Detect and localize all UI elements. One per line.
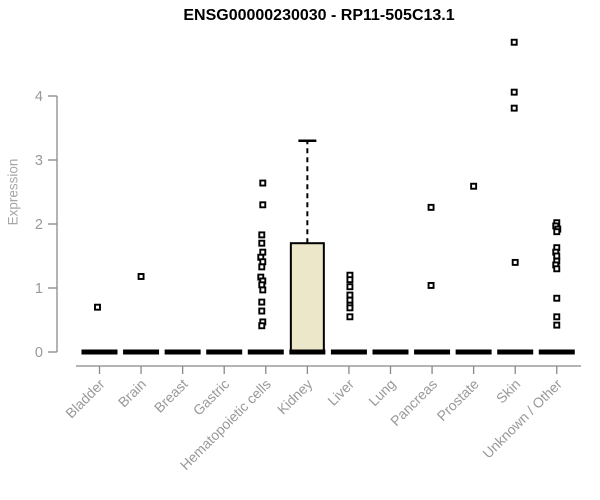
median-bar-prostate bbox=[455, 349, 492, 355]
x-tick-label-lung: Lung bbox=[365, 376, 398, 409]
data-point[interactable] bbox=[259, 286, 267, 294]
data-point[interactable] bbox=[346, 304, 354, 312]
x-tick-label-bladder: Bladder bbox=[62, 376, 108, 422]
y-tick-label: 0 bbox=[35, 345, 43, 361]
median-bar-brain bbox=[123, 349, 160, 355]
x-tick-label-skin: Skin bbox=[493, 376, 524, 407]
data-point[interactable] bbox=[137, 273, 145, 280]
data-point[interactable] bbox=[346, 313, 354, 321]
x-tick-label-kidney: Kidney bbox=[274, 376, 316, 418]
data-point[interactable] bbox=[553, 265, 561, 273]
data-point[interactable] bbox=[553, 321, 561, 329]
median-bar-lung bbox=[372, 349, 409, 355]
data-point[interactable] bbox=[258, 322, 266, 330]
median-bar-unknown-other bbox=[538, 349, 575, 355]
y-tick-label: 4 bbox=[35, 89, 43, 105]
median-bar-liver bbox=[330, 349, 367, 355]
data-point[interactable] bbox=[258, 307, 266, 315]
median-bar-skin bbox=[497, 349, 534, 355]
x-tick-label-prostate: Prostate bbox=[434, 376, 482, 424]
data-point[interactable] bbox=[259, 179, 267, 187]
x-tick-label-breast: Breast bbox=[151, 376, 191, 416]
y-tick-label: 1 bbox=[35, 281, 43, 297]
x-tick-label-unknown-other: Unknown / Other bbox=[479, 376, 565, 462]
data-point[interactable] bbox=[553, 294, 561, 302]
data-point[interactable] bbox=[258, 239, 266, 247]
data-point[interactable] bbox=[346, 276, 354, 284]
data-point[interactable] bbox=[258, 263, 266, 271]
median-bar-bladder bbox=[81, 349, 118, 355]
data-point[interactable] bbox=[511, 258, 519, 266]
data-point[interactable] bbox=[510, 104, 518, 112]
data-point[interactable] bbox=[258, 231, 266, 239]
median-bar-hematopoietic-cells bbox=[247, 349, 284, 355]
data-point[interactable] bbox=[553, 228, 561, 236]
data-point[interactable] bbox=[346, 283, 354, 291]
median-bar-pancreas bbox=[414, 349, 451, 355]
x-tick-label-brain: Brain bbox=[115, 376, 149, 410]
median-bar-breast bbox=[164, 349, 201, 355]
y-tick-label: 2 bbox=[35, 217, 43, 233]
data-point[interactable] bbox=[553, 313, 561, 321]
data-point[interactable] bbox=[427, 281, 435, 289]
median-bar-gastric bbox=[206, 349, 243, 355]
y-tick-label: 3 bbox=[35, 153, 43, 169]
data-point[interactable] bbox=[94, 303, 101, 311]
median-bar-kidney bbox=[289, 349, 326, 355]
data-point[interactable] bbox=[510, 88, 518, 96]
data-point[interactable] bbox=[259, 201, 267, 209]
data-point[interactable] bbox=[258, 298, 266, 306]
data-point[interactable] bbox=[510, 38, 518, 46]
data-point[interactable] bbox=[470, 182, 478, 190]
chart-title: ENSG00000230030 - RP11-505C13.1 bbox=[183, 7, 455, 24]
box-kidney[interactable] bbox=[289, 242, 325, 353]
x-tick-label-liver: Liver bbox=[324, 376, 357, 409]
data-point[interactable] bbox=[427, 203, 435, 211]
